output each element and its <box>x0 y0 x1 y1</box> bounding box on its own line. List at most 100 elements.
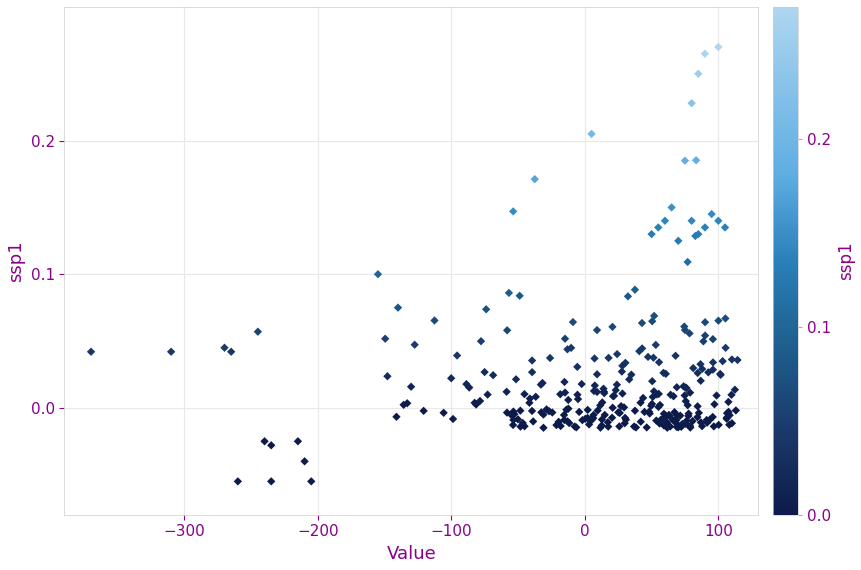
Point <box>670 410 684 420</box>
Point <box>506 421 520 430</box>
Point <box>725 419 739 428</box>
Point <box>525 368 539 377</box>
Point <box>678 156 692 165</box>
Point <box>605 322 619 331</box>
Point <box>653 419 666 428</box>
Point <box>618 419 632 428</box>
Point <box>657 421 671 430</box>
Point <box>615 367 629 376</box>
Point <box>713 369 727 378</box>
Point <box>657 409 671 418</box>
Point <box>585 129 598 139</box>
Point <box>523 394 536 403</box>
Point <box>694 376 708 385</box>
Point <box>662 411 676 420</box>
Point <box>84 347 98 356</box>
Point <box>561 345 574 354</box>
Point <box>659 369 672 378</box>
Point <box>722 408 735 417</box>
Point <box>684 99 698 108</box>
Point <box>618 413 632 422</box>
Point <box>606 403 620 412</box>
Point <box>525 406 539 416</box>
Point <box>585 413 599 422</box>
Point <box>697 337 710 346</box>
Point <box>560 405 573 414</box>
Point <box>502 288 516 298</box>
Point <box>513 406 527 415</box>
Point <box>257 437 271 446</box>
Point <box>657 368 671 377</box>
Point <box>552 417 566 426</box>
Point <box>684 216 698 225</box>
Point <box>646 392 660 401</box>
Point <box>381 372 394 381</box>
Point <box>706 365 720 374</box>
Point <box>672 423 685 432</box>
Point <box>557 416 571 425</box>
Point <box>647 386 661 396</box>
Point <box>722 420 736 429</box>
Point <box>708 400 722 409</box>
Point <box>404 382 418 391</box>
Point <box>652 357 666 367</box>
Point <box>298 457 312 466</box>
Point <box>691 368 704 377</box>
Point <box>558 334 572 343</box>
Point <box>647 311 661 320</box>
Point <box>643 409 657 418</box>
Point <box>561 404 575 413</box>
Point <box>684 421 697 430</box>
Point <box>525 356 539 365</box>
Point <box>694 418 708 427</box>
Point <box>702 368 715 377</box>
Point <box>557 410 571 420</box>
Point <box>590 388 604 397</box>
Point <box>686 364 700 373</box>
Point <box>689 231 703 241</box>
Point <box>595 421 609 430</box>
Point <box>591 406 604 415</box>
Point <box>658 216 672 225</box>
Point <box>627 422 641 431</box>
Point <box>725 390 739 400</box>
Point <box>545 408 559 417</box>
Point <box>586 410 600 420</box>
Point <box>649 416 663 425</box>
Point <box>632 347 646 356</box>
Point <box>660 412 673 421</box>
Point <box>646 317 660 326</box>
Point <box>536 410 550 419</box>
Point <box>649 340 663 349</box>
Point <box>718 223 732 232</box>
Point <box>536 423 550 432</box>
Point <box>598 410 611 420</box>
Point <box>679 397 693 406</box>
Point <box>480 305 493 314</box>
Point <box>580 413 594 422</box>
Point <box>610 349 624 359</box>
Point <box>635 319 649 328</box>
Point <box>670 422 684 431</box>
Point <box>391 303 405 312</box>
Point <box>595 415 609 424</box>
Point <box>728 385 742 394</box>
Point <box>666 415 679 424</box>
Point <box>711 216 725 225</box>
Point <box>731 356 745 365</box>
Point <box>462 383 476 392</box>
Point <box>474 337 488 346</box>
Point <box>581 405 595 414</box>
Point <box>677 382 691 391</box>
Point <box>611 408 625 417</box>
Point <box>645 230 659 239</box>
Point <box>609 385 623 394</box>
Point <box>634 417 647 426</box>
Point <box>711 43 725 52</box>
Point <box>511 415 525 424</box>
Point <box>700 416 714 425</box>
Point <box>669 415 683 424</box>
Point <box>543 353 557 363</box>
Point <box>606 392 620 401</box>
Point <box>587 386 601 396</box>
